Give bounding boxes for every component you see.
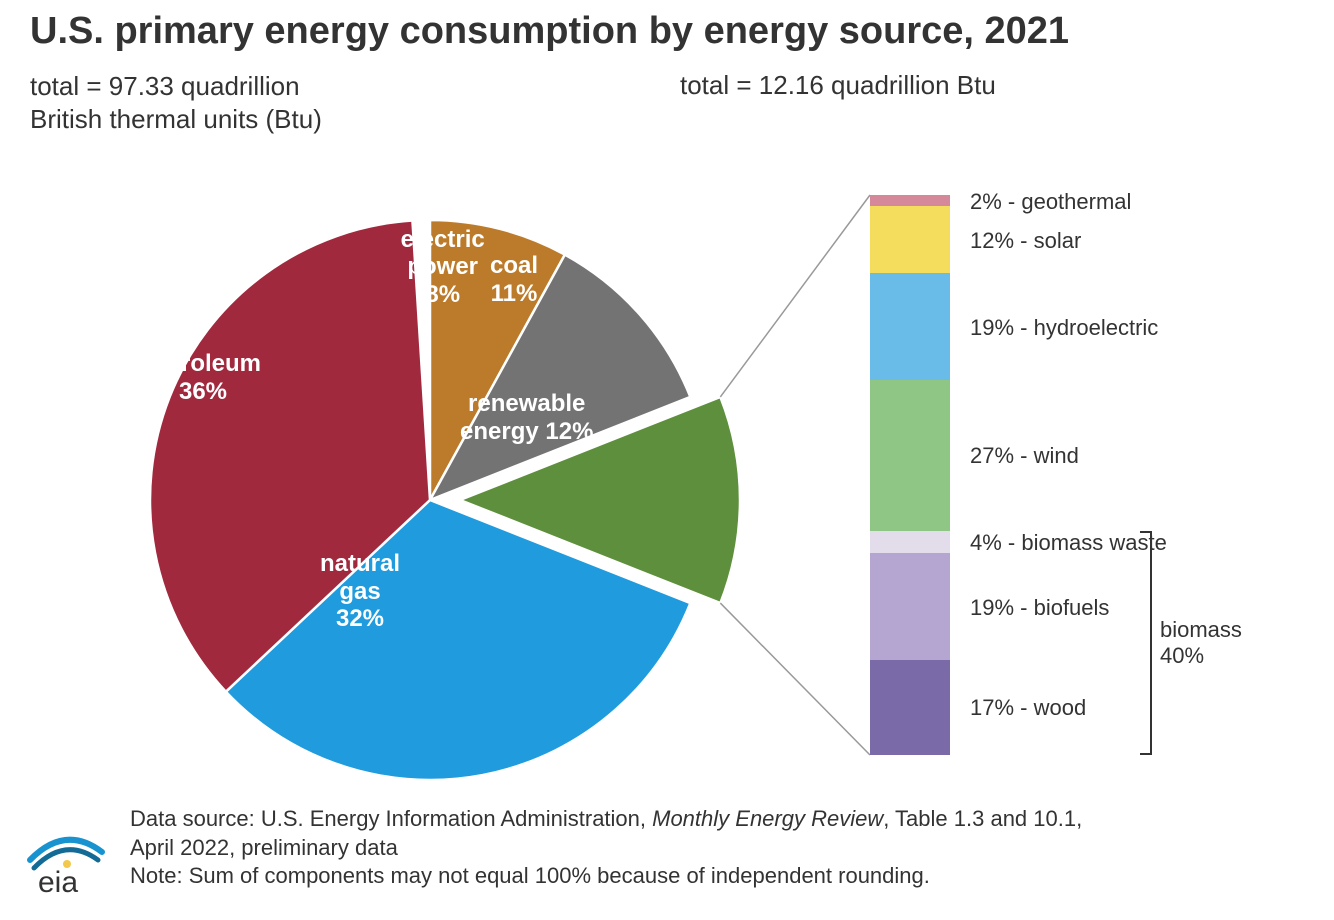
bar-segment <box>870 195 950 206</box>
subtitle-left-line2: British thermal units (Btu) <box>30 104 322 134</box>
pie-slice-label: petroleum36% <box>145 350 261 405</box>
pie-slice-label: renewableenergy 12% <box>460 390 593 445</box>
page-title: U.S. primary energy consumption by energ… <box>30 10 1069 53</box>
subtitle-right: total = 12.16 quadrillion Btu <box>680 70 996 101</box>
biomass-label: biomass 40% <box>1160 617 1242 670</box>
source-1b: Monthly Energy Review <box>652 806 883 831</box>
bar-segment <box>870 380 950 531</box>
eia-logo-svg: eia <box>20 830 120 900</box>
bar-segment <box>870 660 950 755</box>
bar-segment-label: 17% - wood <box>970 695 1086 721</box>
bar-segment-label: 19% - hydroelectric <box>970 315 1158 341</box>
bar-segment <box>870 553 950 659</box>
stacked-bar <box>870 195 950 755</box>
bar-segment-label: 27% - wind <box>970 443 1079 469</box>
biomass-line2: 40% <box>1160 643 1204 668</box>
source-2: April 2022, preliminary data <box>130 835 398 860</box>
bar-segment <box>870 206 950 273</box>
bar-segment <box>870 531 950 553</box>
eia-logo: eia <box>20 830 120 900</box>
biomass-line1: biomass <box>1160 617 1242 642</box>
subtitle-left: total = 97.33 quadrillion British therma… <box>30 70 322 135</box>
chart-page: U.S. primary energy consumption by energ… <box>0 0 1334 920</box>
pie-slice-label: naturalgas32% <box>320 550 400 633</box>
bar-segment-label: 2% - geothermal <box>970 189 1131 215</box>
logo-text: eia <box>38 866 78 899</box>
biomass-bracket <box>1130 531 1152 755</box>
bar-segment-label: 12% - solar <box>970 228 1081 254</box>
source-3: Note: Sum of components may not equal 10… <box>130 863 930 888</box>
source-text: Data source: U.S. Energy Information Adm… <box>130 805 1270 891</box>
pie-chart: nuclearelectricpower8%coal11% renewableen… <box>90 180 690 780</box>
source-1a: Data source: U.S. Energy Information Adm… <box>130 806 652 831</box>
subtitle-left-line1: total = 97.33 quadrillion <box>30 71 300 101</box>
pie-slice-label: coal11% <box>490 252 538 307</box>
bar-segment-label: 19% - biofuels <box>970 595 1109 621</box>
source-1c: , Table 1.3 and 10.1, <box>883 806 1082 831</box>
bar-segment <box>870 273 950 379</box>
pie-slice-label: nuclearelectricpower8% <box>400 198 485 308</box>
